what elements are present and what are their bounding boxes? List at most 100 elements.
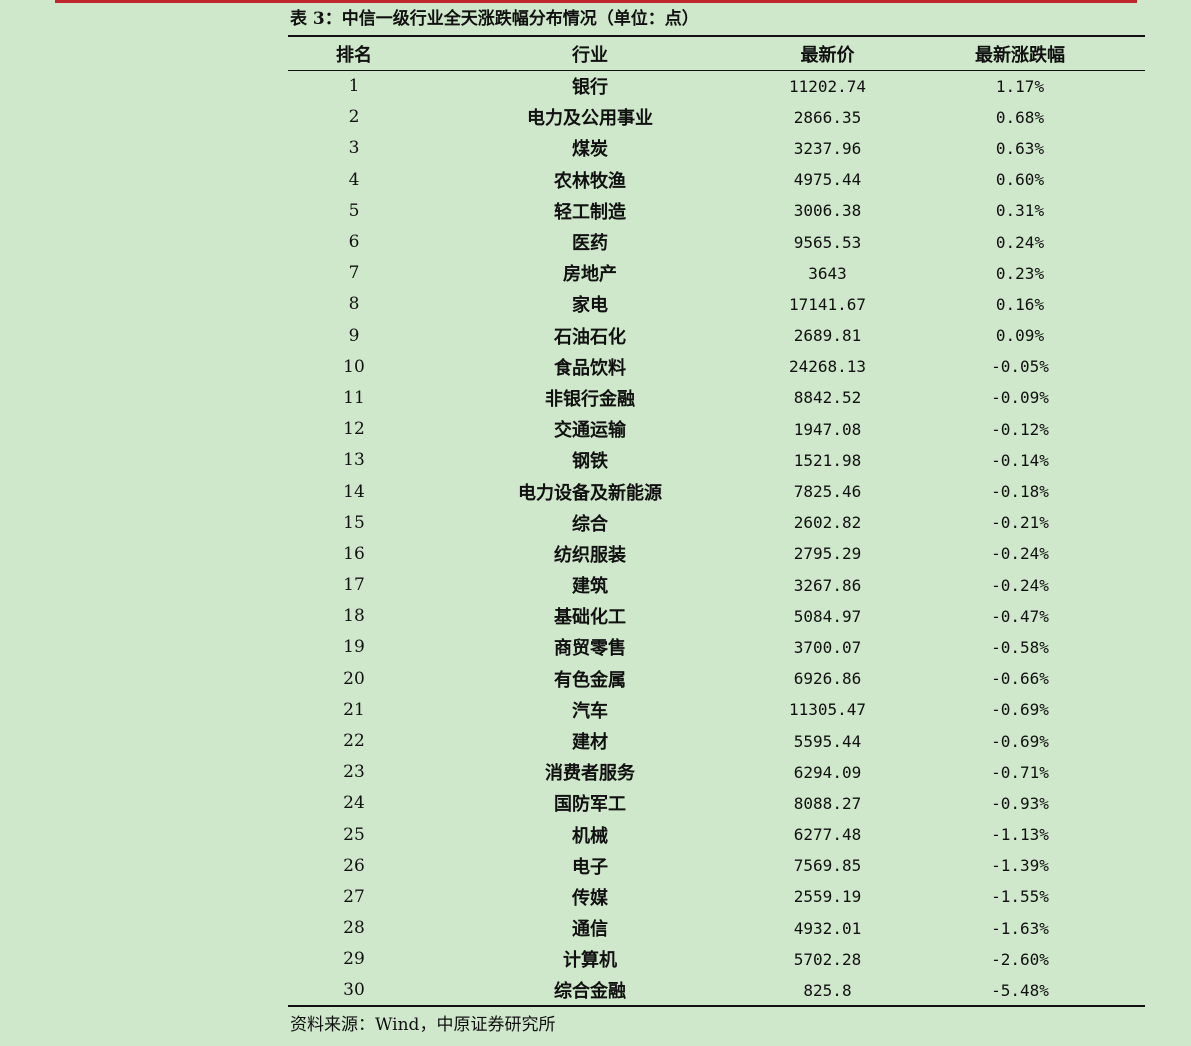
table-row: 7 房地产 3643 0.23% [288, 258, 1145, 289]
rank-cell: 21 [343, 699, 365, 720]
latest-price-cell: 2559.19 [793, 887, 862, 907]
latest-price-cell: 4975.44 [793, 170, 862, 190]
header-rank: 排名 [336, 44, 372, 66]
latest-price-cell: 5595.44 [793, 731, 862, 751]
latest-price-cell: 6294.09 [793, 762, 862, 782]
header-latest-change: 最新涨跌幅 [975, 44, 1065, 66]
latest-change-cell: -1.13% [991, 825, 1049, 845]
latest-change-cell: -0.05% [991, 357, 1049, 377]
latest-change-cell: -0.71% [991, 762, 1049, 782]
latest-change-cell: -1.39% [991, 856, 1049, 876]
industry-cell: 煤炭 [572, 139, 608, 161]
industry-cell: 食品饮料 [554, 357, 626, 379]
table-row: 16 纺织服装 2795.29 -0.24% [288, 538, 1145, 569]
latest-change-cell: -0.14% [991, 450, 1049, 470]
industry-cell: 电子 [572, 856, 608, 878]
latest-change-cell: -0.24% [991, 575, 1049, 595]
industry-cell: 房地产 [563, 264, 617, 286]
rank-cell: 20 [343, 668, 365, 689]
rank-cell: 1 [348, 76, 360, 97]
table-row: 1 银行 11202.74 1.17% [288, 71, 1145, 102]
latest-price-cell: 2689.81 [793, 326, 862, 346]
table-row: 28 通信 4932.01 -1.63% [288, 913, 1145, 944]
latest-change-cell: 1.17% [995, 76, 1045, 96]
industry-table-container: 排名 行业 最新价 最新涨跌幅 1 银行 11202.74 1.17% 2 电力及公用事业… [288, 35, 1145, 1007]
latest-price-cell: 5084.97 [793, 606, 862, 626]
industry-cell: 消费者服务 [545, 763, 635, 785]
rank-cell: 30 [343, 980, 365, 1001]
rank-cell: 24 [343, 793, 365, 814]
latest-change-cell: 0.16% [995, 294, 1045, 314]
latest-change-cell: -0.58% [991, 637, 1049, 657]
latest-change-cell: -0.66% [991, 669, 1049, 689]
latest-change-cell: 0.31% [995, 201, 1045, 221]
industry-cell: 基础化工 [554, 607, 626, 629]
header-latest-price: 最新价 [800, 44, 855, 66]
header-industry: 行业 [572, 44, 608, 66]
industry-cell: 机械 [572, 825, 608, 847]
table-row: 2 电力及公用事业 2866.35 0.68% [288, 102, 1145, 133]
latest-change-cell: -0.18% [991, 482, 1049, 502]
table-row: 6 医药 9565.53 0.24% [288, 226, 1145, 257]
latest-price-cell: 825.8 [803, 980, 852, 1000]
latest-price-cell: 6277.48 [793, 825, 862, 845]
industry-cell: 银行 [572, 77, 608, 99]
latest-price-cell: 1521.98 [793, 450, 862, 470]
rank-cell: 26 [343, 855, 365, 876]
rank-cell: 11 [343, 387, 365, 408]
source-note: 资料来源：Wind，中原证券研究所 [290, 1015, 556, 1035]
latest-price-cell: 2866.35 [793, 107, 862, 127]
table-row: 8 家电 17141.67 0.16% [288, 289, 1145, 320]
latest-price-cell: 24268.13 [788, 357, 867, 377]
industry-cell: 建材 [572, 732, 608, 754]
rank-cell: 3 [348, 138, 360, 159]
latest-change-cell: -0.69% [991, 731, 1049, 751]
industry-cell: 钢铁 [572, 451, 608, 473]
rank-cell: 13 [343, 450, 365, 471]
industry-cell: 交通运输 [554, 420, 626, 442]
rank-cell: 4 [348, 169, 360, 190]
table-row: 10 食品饮料 24268.13 -0.05% [288, 351, 1145, 382]
industry-cell: 家电 [572, 295, 608, 317]
industry-cell: 纺织服装 [554, 544, 626, 566]
table-row: 13 钢铁 1521.98 -0.14% [288, 445, 1145, 476]
table-header: 排名 行业 最新价 最新涨跌幅 [288, 36, 1145, 71]
latest-change-cell: 0.24% [995, 232, 1045, 252]
rank-cell: 19 [343, 637, 365, 658]
latest-change-cell: -0.12% [991, 419, 1049, 439]
table-row: 22 建材 5595.44 -0.69% [288, 725, 1145, 756]
header-row: 排名 行业 最新价 最新涨跌幅 [288, 36, 1145, 71]
latest-price-cell: 3700.07 [793, 637, 862, 657]
latest-change-cell: -1.55% [991, 887, 1049, 907]
industry-cell: 综合金融 [554, 981, 626, 1003]
industry-cell: 有色金属 [554, 669, 626, 691]
latest-price-cell: 3643 [808, 263, 847, 283]
top-rule [55, 0, 1137, 3]
rank-cell: 16 [343, 543, 365, 564]
rank-cell: 15 [343, 512, 365, 533]
table-row: 25 机械 6277.48 -1.13% [288, 819, 1145, 850]
table-row: 12 交通运输 1947.08 -0.12% [288, 414, 1145, 445]
industry-cell: 传媒 [572, 887, 608, 909]
latest-price-cell: 8088.27 [793, 793, 862, 813]
rank-cell: 23 [343, 762, 365, 783]
rank-cell: 5 [348, 200, 360, 221]
latest-price-cell: 3237.96 [793, 138, 862, 158]
latest-change-cell: 0.23% [995, 263, 1045, 283]
table-row: 26 电子 7569.85 -1.39% [288, 850, 1145, 881]
rank-cell: 17 [343, 575, 365, 596]
latest-change-cell: 0.63% [995, 138, 1045, 158]
industry-cell: 汽车 [572, 700, 608, 722]
latest-change-cell: 0.68% [995, 107, 1045, 127]
industry-cell: 石油石化 [554, 326, 626, 348]
latest-price-cell: 17141.67 [788, 294, 867, 314]
latest-change-cell: -0.93% [991, 793, 1049, 813]
latest-price-cell: 4932.01 [793, 918, 862, 938]
rank-cell: 8 [348, 294, 360, 315]
latest-price-cell: 3006.38 [793, 201, 862, 221]
table-row: 15 综合 2602.82 -0.21% [288, 507, 1145, 538]
latest-price-cell: 2602.82 [793, 513, 862, 533]
table-row: 5 轻工制造 3006.38 0.31% [288, 195, 1145, 226]
rank-cell: 7 [348, 263, 360, 284]
industry-cell: 医药 [572, 233, 608, 255]
